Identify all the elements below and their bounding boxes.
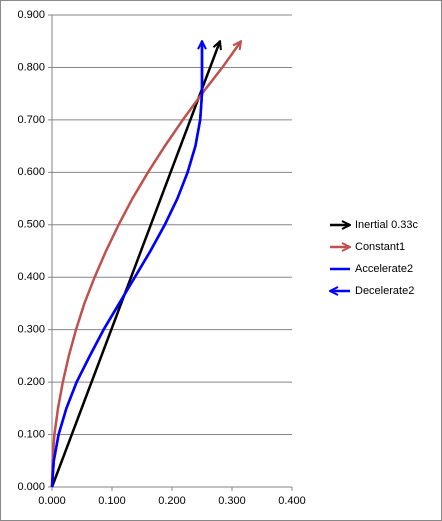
y-tick-label: 0.400 [17,271,45,283]
legend-item: Constant1 [330,241,405,253]
legend-label: Constant1 [355,241,405,253]
y-tick-label: 0.100 [17,428,45,440]
x-tick-label: 0.200 [158,495,186,507]
series-line [50,41,202,488]
x-tick-label: 0.400 [278,495,306,507]
legend-item: Accelerate2 [330,263,413,275]
legend-label: Inertial 0.33c [355,219,418,231]
x-tick-label: 0.300 [218,495,246,507]
legend-label: Decelerate2 [355,285,414,297]
x-tick-label: 0.100 [98,495,126,507]
y-tick-label: 0.300 [17,324,45,336]
y-tick-label: 0.700 [17,114,45,126]
series-line [50,41,241,488]
y-tick-label: 0.000 [17,481,45,493]
legend-item: Inertial 0.33c [330,219,418,231]
y-tick-label: 0.500 [17,219,45,231]
legend-label: Accelerate2 [355,263,413,275]
y-tick-label: 0.800 [17,61,45,73]
y-tick-label: 0.200 [17,376,45,388]
legend-item: Decelerate2 [330,285,414,297]
y-tick-label: 0.900 [17,9,45,21]
x-tick-label: 0.000 [38,495,66,507]
series-line [50,41,220,488]
y-tick-label: 0.600 [17,166,45,178]
